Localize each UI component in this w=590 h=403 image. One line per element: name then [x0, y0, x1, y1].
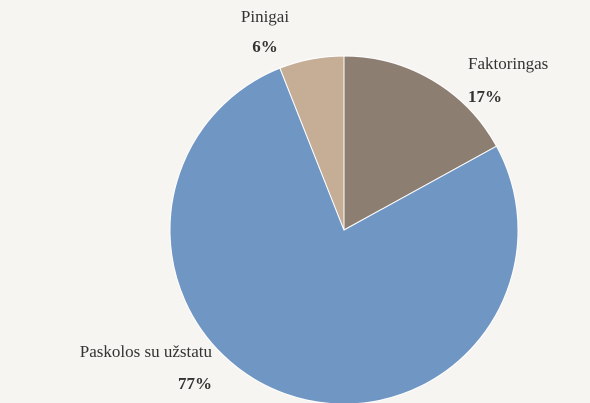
pie-slice	[169, 67, 519, 403]
slice-label: Paskolos su užstatu	[80, 342, 213, 361]
slice-value-label: 77%	[178, 374, 212, 393]
slice-value-label: 6%	[252, 37, 278, 56]
slice-value-label: 17%	[468, 87, 502, 106]
slice-label: Faktoringas	[468, 54, 548, 73]
slice-label: Pinigai	[241, 7, 289, 26]
pie-slice	[343, 55, 498, 231]
pie-slice	[279, 55, 345, 231]
